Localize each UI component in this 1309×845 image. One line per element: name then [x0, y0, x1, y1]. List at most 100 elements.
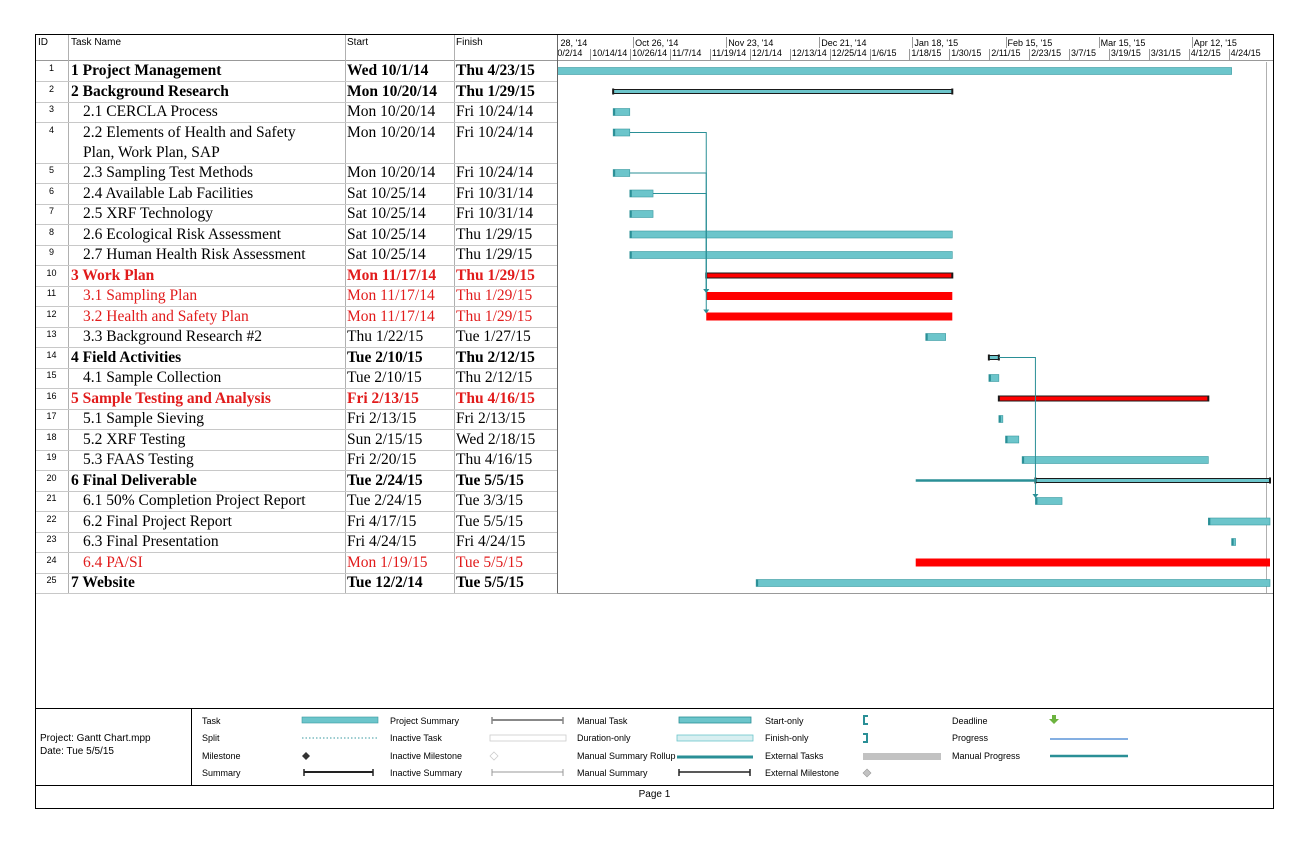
task-start: Fri 2/13/15: [347, 389, 419, 407]
task-start: Mon 11/17/14: [347, 307, 435, 325]
row-separator: [36, 203, 557, 205]
task-id: 23: [46, 534, 57, 544]
gantt-summary-bar-14[interactable]: [988, 355, 1000, 360]
table-row[interactable]: 10 3 Work Plan Mon 11/17/14 Thu 1/29/15: [36, 266, 557, 286]
table-row[interactable]: 21 6.1 50% Completion Project Report Tue 2…: [36, 491, 557, 511]
gantt-bar-3[interactable]: [612, 108, 631, 116]
table-row[interactable]: 4 2.2 Elements of Health and Safety Plan, …: [36, 123, 557, 163]
table-row[interactable]: 12 3.2 Health and Safety Plan Mon 11/17/14…: [36, 307, 557, 327]
gantt-bar-12[interactable]: [706, 312, 953, 321]
task-start: Tue 2/10/15: [347, 369, 422, 386]
legend-manual-progress-label: Manual Progress: [952, 751, 1021, 761]
task-id: 2: [48, 83, 54, 94]
legend-split-label: Split: [202, 733, 220, 743]
table-row[interactable]: 7 2.5 XRF Technology Sat 10/25/14 Fri 10/31…: [36, 204, 557, 224]
id-column-header[interactable]: ID: [38, 37, 48, 48]
timescale-minor-divider: [709, 49, 711, 60]
task-name: 2 Background Research: [71, 82, 229, 100]
gantt-bar-22[interactable]: [1208, 517, 1271, 526]
gantt-summary-bar-16[interactable]: [998, 395, 1209, 402]
bar-start-cap: [998, 415, 1001, 423]
table-row[interactable]: 18 5.2 XRF Testing Sun 2/15/15 Wed 2/18/15: [36, 430, 557, 450]
start-column-header[interactable]: Start: [347, 37, 369, 48]
timescale-major-label: Nov 23, '14: [728, 38, 774, 48]
task-name: 4.1 Sample Collection: [83, 369, 222, 386]
task-finish: Thu 1/29/15: [456, 287, 533, 304]
gantt-bar-21[interactable]: [1035, 497, 1063, 505]
table-row[interactable]: 20 6 Final Deliverable Tue 2/24/15 Tue 5/5/…: [36, 471, 557, 491]
task-start: Mon 10/20/14: [347, 164, 436, 181]
gantt-bar-8[interactable]: [629, 230, 953, 239]
timescale-minor-label: 3/31/15: [1150, 48, 1181, 58]
timescale-major-divider: [633, 37, 635, 48]
bar-start-cap: [988, 374, 991, 382]
gantt-bar-25[interactable]: [755, 579, 1271, 587]
task-finish: Wed 2/18/15: [456, 430, 536, 448]
table-row[interactable]: 23 6.3 Final Presentation Fri 4/24/15 Fri 4…: [36, 532, 557, 552]
table-row[interactable]: 1 1 Project Management Wed 10/1/14 Thu 4/23…: [36, 61, 557, 81]
gantt-bar-11[interactable]: [706, 292, 953, 300]
row-separator: [36, 531, 557, 533]
timescale-major-divider: [1005, 37, 1007, 48]
timescale-major-divider: [819, 37, 821, 48]
bar-start-cap: [613, 108, 616, 116]
table-row[interactable]: 16 5 Sample Testing and Analysis Fri 2/13/…: [36, 389, 557, 409]
column-divider: [68, 35, 69, 593]
timescale-minor-divider: [590, 49, 592, 60]
timescale-minor-label: 3/19/15: [1110, 48, 1141, 58]
gantt-bar-7[interactable]: [629, 210, 654, 218]
table-row[interactable]: 2 2 Background Research Mon 10/20/14 Thu 1/…: [36, 82, 557, 102]
gantt-bar-4[interactable]: [612, 128, 631, 137]
table-row[interactable]: 13 3.3 Background Research #2 Thu 1/22/15 T…: [36, 327, 557, 347]
legend-deadline-label: Deadline: [952, 716, 988, 726]
task-name: 6.1 50% Completion Project Report: [83, 492, 306, 509]
table-row[interactable]: 14 4 Field Activities Tue 2/10/15 Thu 2/12/…: [36, 348, 557, 368]
task-finish: Thu 1/29/15: [456, 307, 533, 325]
gantt-summary-bar-10[interactable]: [705, 272, 953, 279]
gantt-summary-bar-20[interactable]: [1034, 478, 1271, 483]
timescale-major-label: Mar 15, '15: [1100, 38, 1146, 48]
bar-start-cap: [629, 251, 632, 259]
table-row[interactable]: 5 2.3 Sampling Test Methods Mon 10/20/14 Fr…: [36, 163, 557, 183]
gantt-bar-5[interactable]: [612, 169, 631, 177]
task-finish: Fri 10/31/14: [456, 205, 534, 222]
timescale-minor-label: 1/18/15: [911, 48, 942, 58]
finish-column-header[interactable]: Finish: [456, 37, 483, 48]
bar-start-cap: [1022, 456, 1025, 464]
task-name: 2.2 Elements of Health and Safety: [83, 123, 296, 141]
table-row[interactable]: 8 2.6 Ecological Risk Assessment Sat 10/25…: [36, 225, 557, 245]
gantt-bar-6[interactable]: [629, 189, 654, 198]
table-row[interactable]: 11 3.1 Sampling Plan Mon 11/17/14 Thu 1/29/…: [36, 286, 557, 306]
legend-duration-only-label: Duration-only: [577, 733, 631, 743]
table-row[interactable]: 3 2.1 CERCLA Process Mon 10/20/14 Fri 10/24…: [36, 102, 557, 122]
task-name: 2.4 Available Lab Facilities: [83, 184, 254, 202]
row-separator: [36, 388, 557, 389]
table-row[interactable]: 22 6.2 Final Project Report Fri 4/17/15 Tue…: [36, 512, 557, 532]
gantt-bar-13[interactable]: [925, 333, 946, 341]
gantt-bar-24[interactable]: [915, 558, 1270, 567]
gantt-bar-1[interactable]: [558, 67, 1232, 75]
task-name-column-header[interactable]: Task Name: [71, 37, 122, 48]
task-id: 19: [46, 452, 57, 462]
legend-task-symbol: [301, 716, 379, 724]
table-row[interactable]: 25 7 Website Tue 12/2/14 Tue 5/5/15: [36, 573, 557, 593]
task-finish: Thu 1/29/15: [456, 82, 535, 100]
gantt-bar-19[interactable]: [1021, 456, 1209, 464]
task-id: 25: [46, 575, 57, 585]
table-row[interactable]: 24 6.4 PA/SI Mon 1/19/15 Tue 5/5/15: [36, 553, 557, 573]
gantt-bar-9[interactable]: [629, 251, 953, 259]
timescale-major-divider: [912, 37, 914, 48]
gantt-summary-bar-2[interactable]: [612, 89, 953, 94]
timescale-minor-label: 10/26/14: [632, 48, 668, 58]
timescale-major-label: Dec 21, '14: [821, 38, 867, 48]
task-id: 14: [46, 349, 57, 360]
table-row[interactable]: 19 5.3 FAAS Testing Fri 2/20/15 Thu 4/16/15: [36, 450, 557, 470]
table-row[interactable]: 17 5.1 Sample Sieving Fri 2/13/15 Fri 2/13/…: [36, 409, 557, 429]
table-row[interactable]: 6 2.4 Available Lab Facilities Sat 10/25/1…: [36, 184, 557, 204]
table-row[interactable]: 9 2.7 Human Health Risk Assessment Sat 10/…: [36, 245, 557, 265]
table-row[interactable]: 15 4.1 Sample Collection Tue 2/10/15 Thu 2/…: [36, 368, 557, 388]
task-finish: Thu 1/29/15: [456, 266, 535, 284]
row-separator: [36, 347, 557, 348]
task-name: 5.2 XRF Testing: [83, 430, 186, 448]
task-name: 3.3 Background Research #2: [83, 328, 263, 345]
